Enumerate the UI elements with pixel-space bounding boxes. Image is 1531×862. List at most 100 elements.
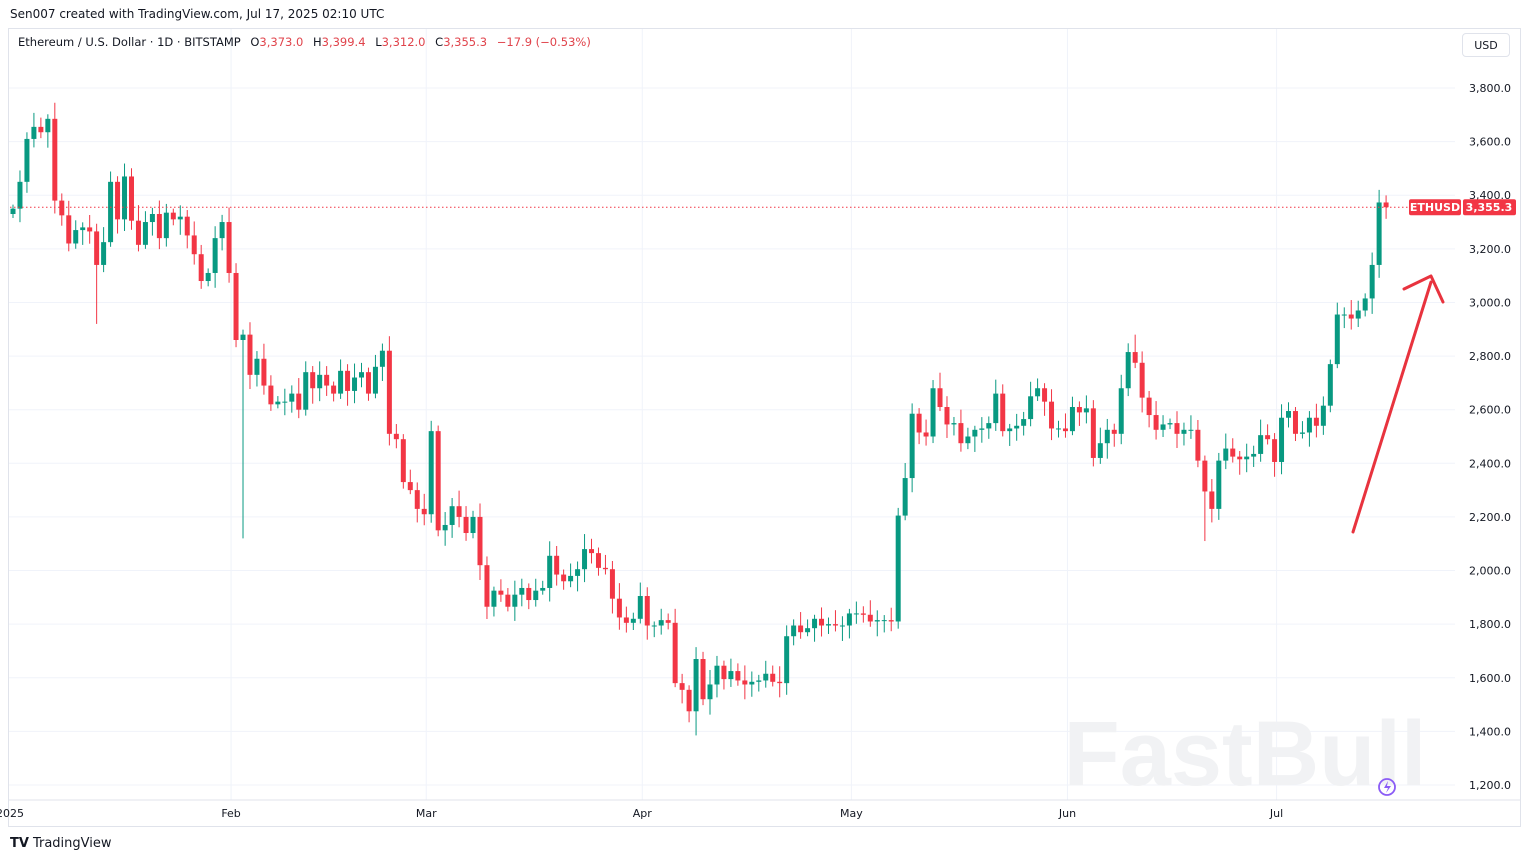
candle-body	[115, 181, 121, 220]
candle-body	[672, 622, 678, 684]
candle-body	[156, 213, 162, 239]
candle-body	[700, 659, 706, 700]
symbol-legend: Ethereum / U.S. Dollar · 1D · BITSTAMP O…	[18, 35, 591, 49]
currency-button[interactable]: USD	[1462, 33, 1510, 57]
candle-body	[1209, 491, 1215, 509]
candle-body	[184, 216, 190, 236]
candle	[1132, 334, 1138, 369]
candle	[45, 114, 51, 148]
candle	[721, 660, 727, 690]
high-value: 3,399.4	[321, 35, 366, 49]
candle	[1042, 383, 1048, 416]
candle-body	[1306, 417, 1312, 433]
candle-body	[512, 594, 518, 607]
candle	[979, 417, 985, 443]
candle	[324, 366, 330, 396]
chart-credit: Sen007 created with TradingView.com, Jul…	[10, 7, 385, 21]
y-tick-label: 2,000.0	[1469, 565, 1511, 578]
candle	[1174, 411, 1180, 449]
candle	[1209, 479, 1215, 523]
candle	[756, 674, 762, 692]
candle	[533, 578, 539, 607]
candle	[1083, 395, 1089, 424]
candle	[191, 221, 197, 265]
candle-body	[1104, 429, 1110, 444]
candle-body	[1007, 428, 1013, 432]
candle-body	[24, 138, 30, 182]
candle	[421, 493, 427, 526]
trend-arrow[interactable]	[1351, 274, 1445, 534]
candle-body	[66, 215, 72, 244]
candle	[1292, 407, 1298, 442]
price-badge: ETHUSD 3,355.3	[1409, 199, 1516, 216]
candle-body	[1035, 388, 1041, 397]
y-tick-label: 2,600.0	[1469, 404, 1511, 417]
open-label: O	[250, 35, 260, 49]
symbol-title: Ethereum / U.S. Dollar · 1D · BITSTAMP	[18, 35, 241, 49]
y-tick-label: 3,800.0	[1469, 82, 1511, 95]
candle-body	[303, 372, 309, 410]
candle	[923, 419, 929, 446]
candle-body	[442, 524, 448, 531]
candle	[359, 362, 364, 388]
candle	[498, 579, 504, 602]
candle-body	[421, 508, 427, 515]
candle-body	[1279, 417, 1285, 462]
candle	[149, 207, 155, 236]
candle	[1118, 374, 1124, 445]
candle	[365, 367, 371, 401]
candle-body	[122, 176, 128, 220]
candle-body	[149, 213, 155, 223]
candle	[24, 132, 30, 193]
candle-body	[1195, 429, 1201, 461]
candle	[1369, 252, 1375, 314]
candle-body	[930, 388, 936, 437]
candle-body	[170, 212, 176, 220]
candle-body	[1376, 202, 1382, 265]
candle	[1237, 451, 1243, 475]
candle	[477, 503, 483, 580]
candle-body	[623, 617, 629, 623]
candle-body	[651, 625, 657, 627]
candle-body	[1348, 314, 1354, 319]
candle-body	[1258, 435, 1264, 454]
candle	[491, 586, 497, 617]
candle-body	[498, 590, 504, 595]
candle	[289, 385, 295, 413]
candle	[87, 214, 93, 244]
candle-body	[937, 388, 943, 408]
candle-body	[846, 613, 852, 626]
candle	[1348, 300, 1354, 330]
candle	[428, 420, 434, 523]
candle	[1153, 401, 1159, 440]
candle	[937, 372, 943, 412]
candle	[686, 685, 692, 723]
candle-body	[1313, 417, 1319, 426]
candle	[456, 490, 462, 528]
candle-body	[296, 393, 302, 410]
candle	[547, 541, 553, 602]
candle	[282, 388, 288, 416]
candle	[909, 403, 915, 493]
candle	[1251, 445, 1257, 467]
candle-body	[867, 614, 873, 622]
magic-icon[interactable]	[1378, 778, 1396, 796]
candle	[31, 112, 37, 148]
candle	[595, 547, 601, 576]
candle	[1097, 427, 1103, 464]
candle-body	[644, 596, 650, 626]
candle-body	[310, 372, 316, 389]
tradingview-footer[interactable]: TV TradingView	[10, 836, 111, 851]
candle	[156, 200, 162, 250]
candle	[951, 416, 957, 436]
grid	[9, 29, 1455, 800]
candle	[602, 554, 608, 575]
candle	[860, 606, 866, 623]
candle-body	[540, 587, 546, 591]
candle	[1056, 420, 1061, 438]
candle	[233, 263, 239, 348]
candle	[958, 409, 964, 452]
close-value: 3,355.3	[443, 35, 488, 49]
candle	[965, 427, 971, 450]
